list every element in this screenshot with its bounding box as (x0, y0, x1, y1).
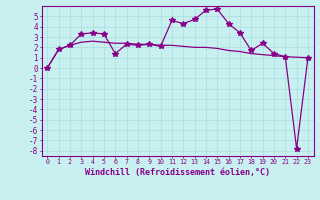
X-axis label: Windchill (Refroidissement éolien,°C): Windchill (Refroidissement éolien,°C) (85, 168, 270, 177)
